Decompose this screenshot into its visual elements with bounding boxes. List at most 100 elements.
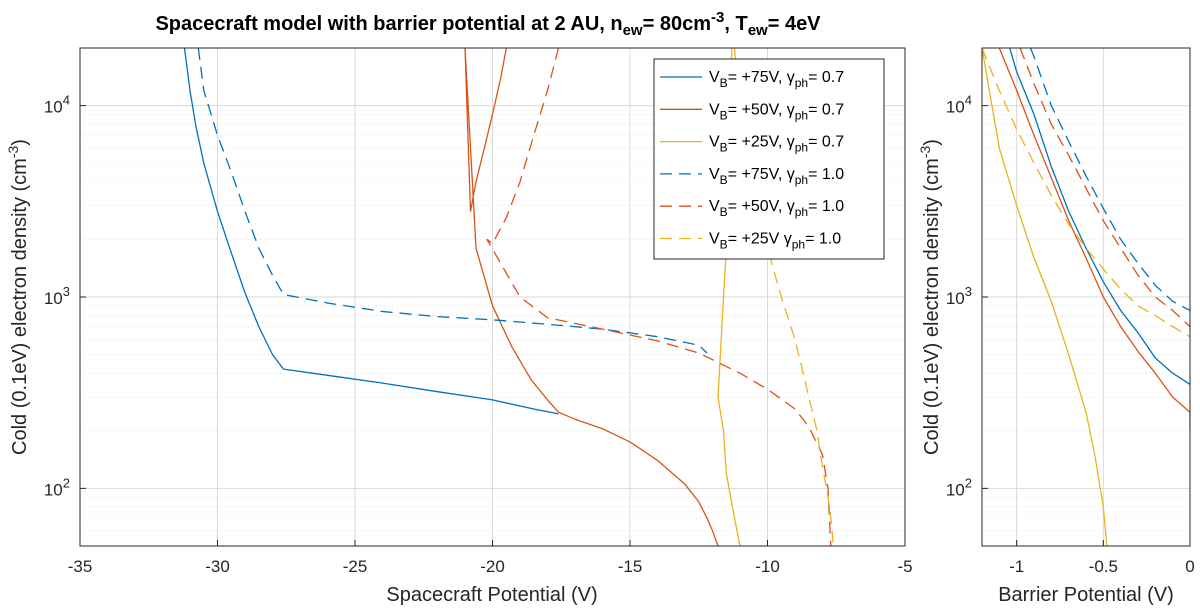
legend-text-part: V — [709, 166, 720, 183]
y-tick-exponent: 2 — [965, 475, 972, 490]
y-tick-exponent: 3 — [965, 284, 972, 299]
solid-series-line-blue — [183, 48, 559, 415]
y-tick-label: 102 — [44, 475, 70, 499]
legend-text-part: γ — [787, 198, 795, 215]
legend-entry: VB= +50V, γph= 1.0 — [709, 198, 844, 219]
y-tick-label: 104 — [946, 93, 972, 117]
legend-text-part: γ — [787, 101, 795, 118]
legend-text-part: = 1.0 — [805, 231, 841, 248]
legend-text-part: = 0.7 — [808, 69, 844, 86]
solid-series-line-orange — [998, 48, 1190, 431]
right-y-label-sup: -3 — [917, 146, 933, 159]
dashed-series-line-orange — [1019, 48, 1190, 328]
y-tick-base: 10 — [44, 289, 63, 308]
x-tick-label: -25 — [343, 557, 368, 576]
legend-entry: VB= +25V γph= 1.0 — [709, 231, 841, 252]
legend-text-part: = +25V — [728, 231, 784, 248]
y-tick-label: 103 — [946, 284, 972, 308]
legend-text-part: V — [709, 69, 720, 86]
y-tick-base: 10 — [946, 289, 965, 308]
dashed-series-line-orange — [486, 48, 832, 546]
x-tick-label: -0.5 — [1089, 557, 1118, 576]
legend-text-part: γ — [787, 134, 795, 151]
legend-text-part: ph — [795, 173, 808, 187]
legend-text-part: = 0.7 — [808, 134, 844, 151]
x-tick-label: -35 — [68, 557, 93, 576]
legend-text-part: B — [720, 108, 728, 122]
legend-text-part: γ — [787, 69, 795, 86]
y-tick-exponent: 2 — [63, 475, 70, 490]
y-tick-label: 102 — [946, 475, 972, 499]
legend-text-part: B — [720, 141, 728, 155]
y-tick-base: 10 — [946, 480, 965, 499]
legend-entry: VB= +75V, γph= 1.0 — [709, 166, 844, 187]
legend-text-part: ph — [795, 76, 808, 90]
legend-text-part: = +75V, — [728, 166, 787, 183]
right-x-axis-label: Barrier Potential (V) — [998, 584, 1174, 606]
solid-series-line-orange — [464, 48, 719, 546]
y-tick-exponent: 4 — [965, 93, 972, 108]
right-series-lines — [982, 48, 1190, 546]
legend-text-part: γ — [784, 231, 792, 248]
solid-series-line-yellow — [982, 48, 1108, 546]
x-tick-label: -10 — [755, 557, 780, 576]
dashed-series-line-yellow — [982, 48, 1190, 338]
legend: VB= +75V, γph= 0.7VB= +50V, γph= 0.7VB= … — [653, 58, 885, 260]
legend-text-part: V — [709, 231, 720, 248]
legend-entry: VB= +25V, γph= 0.7 — [709, 134, 844, 155]
legend-text-part: = 0.7 — [808, 101, 844, 118]
chart-title: Spacecraft model with barrier potential … — [155, 9, 821, 39]
legend-text-part: B — [720, 76, 728, 90]
right-y-axis-label: Cold (0.1eV) electron density (cm-3) — [917, 139, 943, 455]
legend-entry: VB= +75V, γph= 0.7 — [709, 69, 844, 90]
legend-text-part: = 1.0 — [808, 166, 844, 183]
legend-text-part: = +50V, — [728, 101, 787, 118]
title-part-3: , T — [724, 13, 747, 35]
y-tick-exponent: 4 — [63, 93, 70, 108]
x-tick-label: 0 — [1185, 557, 1194, 576]
legend-text-part: B — [720, 173, 728, 187]
y-tick-base: 10 — [44, 480, 63, 499]
legend-text-part: B — [720, 205, 728, 219]
legend-text-part: = +50V, — [728, 198, 787, 215]
right-y-label-end: ) — [921, 139, 943, 146]
right-grid — [982, 48, 1191, 546]
legend-text-part: ph — [795, 108, 808, 122]
x-tick-label: -30 — [205, 557, 230, 576]
solid-series-line-blue — [1009, 48, 1190, 385]
legend-text-part: = 1.0 — [808, 198, 844, 215]
title-part-1: Spacecraft model with barrier potential … — [155, 13, 622, 35]
y-tick-label: 103 — [44, 284, 70, 308]
legend-text-part: ph — [795, 141, 808, 155]
y-tick-base: 10 — [44, 98, 63, 117]
legend-text-part: = +75V, — [728, 69, 787, 86]
title-sup-2: -3 — [711, 9, 724, 26]
legend-text-part: ph — [795, 205, 808, 219]
dashed-series-line-blue — [1029, 48, 1190, 312]
legend-text-part: ph — [792, 238, 805, 252]
title-part-4: = 4eV — [768, 13, 821, 35]
left-y-label-end: ) — [9, 139, 31, 146]
left-y-axis-label: Cold (0.1eV) electron density (cm-3) — [5, 139, 31, 455]
y-tick-base: 10 — [946, 98, 965, 117]
legend-entries: VB= +75V, γph= 0.7VB= +50V, γph= 0.7VB= … — [660, 69, 844, 252]
x-tick-label: -20 — [480, 557, 505, 576]
title-part-2: = 80cm — [643, 13, 711, 35]
left-x-axis-label: Spacecraft Potential (V) — [386, 584, 597, 606]
y-tick-exponent: 3 — [63, 284, 70, 299]
dashed-series-line-blue — [197, 48, 708, 354]
legend-text-part: V — [709, 198, 720, 215]
legend-entry: VB= +50V, γph= 0.7 — [709, 101, 844, 122]
right-y-label-base: Cold (0.1eV) electron density (cm — [921, 158, 943, 455]
y-tick-label: 104 — [44, 93, 70, 117]
x-tick-label: -15 — [618, 557, 643, 576]
legend-text-part: = +25V, — [728, 134, 787, 151]
x-tick-label: -1 — [1009, 557, 1024, 576]
title-sub-3: ew — [748, 22, 768, 39]
